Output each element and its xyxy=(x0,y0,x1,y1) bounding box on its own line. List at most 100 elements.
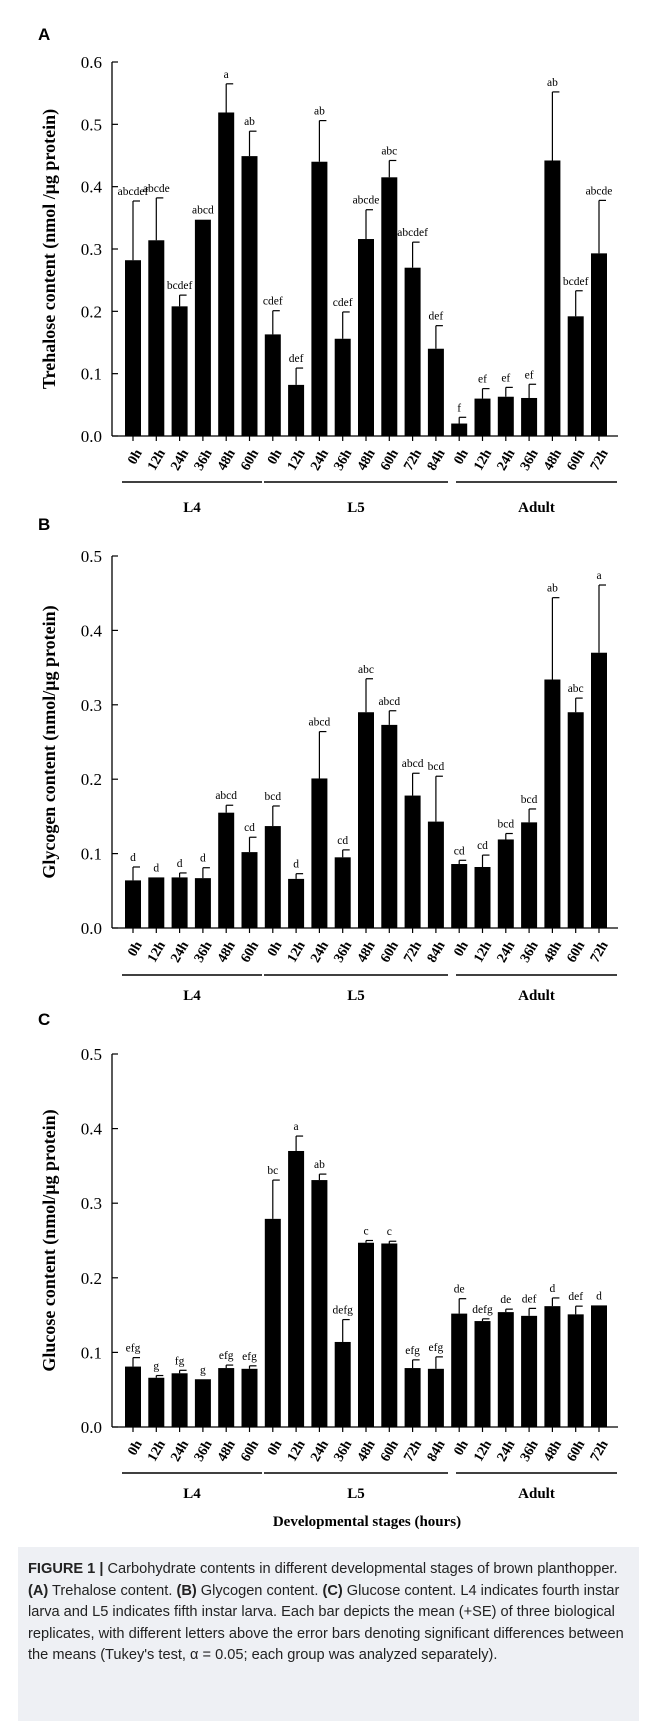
significance-label: efg xyxy=(242,1351,257,1363)
group-label: L4 xyxy=(183,988,201,1004)
bar xyxy=(358,239,374,436)
bar xyxy=(497,396,514,436)
x-tick-label: 48h xyxy=(355,939,379,966)
y-tick-label: 0.1 xyxy=(81,845,102,864)
significance-label: ab xyxy=(547,583,558,595)
significance-label: a xyxy=(224,69,229,81)
bar xyxy=(171,1373,188,1427)
significance-label: abcd xyxy=(309,717,331,729)
significance-label: cd xyxy=(337,835,348,847)
significance-label: bc xyxy=(267,1165,278,1177)
x-tick-label: 36h xyxy=(518,1438,542,1465)
bar xyxy=(521,397,538,436)
x-tick-label: 36h xyxy=(332,447,356,474)
bar xyxy=(311,1180,328,1427)
x-tick-label: 24h xyxy=(495,939,519,966)
bar xyxy=(194,219,211,436)
x-tick-label: 60h xyxy=(238,1438,262,1465)
bar xyxy=(125,880,141,928)
x-tick-label: 60h xyxy=(565,447,589,474)
x-tick-label: 24h xyxy=(168,939,192,966)
significance-label: cd xyxy=(477,840,488,852)
x-tick-label: 12h xyxy=(145,447,169,474)
y-tick-label: 0.5 xyxy=(81,547,102,566)
x-tick-label: 12h xyxy=(471,447,495,474)
bar xyxy=(218,812,235,928)
x-tick-label: 72h xyxy=(588,1438,612,1465)
significance-label: de xyxy=(454,1284,465,1296)
significance-label: efg xyxy=(405,1345,420,1357)
x-tick-label: 72h xyxy=(401,447,425,474)
chart-panel-a: A 0.0 0.1 0.2 0.3 0.4 0.5 0.6 Trehalose content … xyxy=(38,25,618,516)
x-tick-label: 48h xyxy=(541,447,565,474)
y-tick-label: 0.3 xyxy=(81,240,102,259)
y-tick-label: 0.0 xyxy=(81,919,102,938)
bar xyxy=(218,1368,235,1427)
bar xyxy=(474,1321,491,1427)
x-tick-label: 24h xyxy=(308,1438,332,1465)
y-tick-label: 0.2 xyxy=(81,302,102,321)
bar xyxy=(497,1312,514,1427)
x-tick-label: 0h xyxy=(265,939,285,959)
y-tick-label: 0.4 xyxy=(81,621,103,640)
significance-label: ab xyxy=(244,116,255,128)
x-axis-label: Developmental stages (hours) xyxy=(273,1514,461,1530)
bar xyxy=(451,1313,468,1427)
x-tick-label: 60h xyxy=(378,1438,402,1465)
bar xyxy=(358,1242,374,1427)
bar xyxy=(567,712,584,928)
significance-label: abc xyxy=(358,664,374,676)
panel-letter: A xyxy=(38,25,50,44)
significance-label: bcdef xyxy=(563,276,589,288)
significance-label: def xyxy=(289,353,304,365)
caption-text-intro: Carbohydrate contents in different devel… xyxy=(103,1561,618,1577)
significance-label: ef xyxy=(478,374,487,386)
significance-label: abcd xyxy=(402,758,424,770)
x-tick-label: 60h xyxy=(378,447,402,474)
bar xyxy=(288,878,305,928)
bar xyxy=(544,1306,561,1427)
y-tick-label: 0.4 xyxy=(81,1120,103,1139)
significance-label: abcde xyxy=(143,183,170,195)
significance-label: efg xyxy=(429,1342,444,1354)
significance-label: ab xyxy=(314,106,325,118)
bar xyxy=(381,1243,398,1427)
significance-label: d xyxy=(596,1290,602,1302)
caption-panel-b-label: (B) xyxy=(176,1582,197,1599)
bar xyxy=(218,112,235,437)
bar xyxy=(125,260,141,436)
caption-panel-c-label: (C) xyxy=(322,1582,343,1599)
bar xyxy=(521,822,538,928)
significance-label: abcde xyxy=(353,195,380,207)
caption-label: FIGURE 1 | xyxy=(28,1561,104,1577)
bar xyxy=(381,724,398,928)
significance-label: cd xyxy=(454,845,465,857)
chart-panel-b: B 0.0 0.1 0.2 0.3 0.4 0.5 Glycogen content (nmo… xyxy=(38,515,618,1004)
x-tick-label: 24h xyxy=(495,1438,519,1465)
x-tick-label: 36h xyxy=(192,447,216,474)
significance-label: ef xyxy=(525,369,534,381)
x-tick-label: 60h xyxy=(378,939,402,966)
x-tick-label: 12h xyxy=(285,447,309,474)
figure-caption-box: FIGURE 1 | Carbohydrate contents in diff… xyxy=(18,1547,639,1721)
bar xyxy=(148,877,165,928)
bar xyxy=(427,1368,444,1427)
x-tick-label: 84h xyxy=(425,1438,449,1465)
x-tick-label: 0h xyxy=(452,447,472,467)
significance-label: ab xyxy=(314,1159,325,1171)
caption-panel-a-label: (A) xyxy=(28,1582,49,1599)
x-tick-label: 48h xyxy=(355,447,379,474)
y-axis-label: Glycogen content (nmol/μg protein) xyxy=(39,605,60,878)
chart-panel-c: C 0.0 0.1 0.2 0.3 0.4 0.5 Glucose content (nmol… xyxy=(38,1010,618,1530)
significance-label: cd xyxy=(244,822,255,834)
x-tick-label: 12h xyxy=(471,939,495,966)
x-tick-label: 48h xyxy=(355,1438,379,1465)
bar xyxy=(264,1218,281,1427)
bar xyxy=(241,1368,258,1427)
y-tick-label: 0.3 xyxy=(81,1194,102,1213)
y-axis-label: Trehalose content (nmol /μg protein) xyxy=(39,109,60,389)
x-tick-label: 12h xyxy=(145,939,169,966)
x-tick-label: 36h xyxy=(518,447,542,474)
bar xyxy=(311,161,328,436)
